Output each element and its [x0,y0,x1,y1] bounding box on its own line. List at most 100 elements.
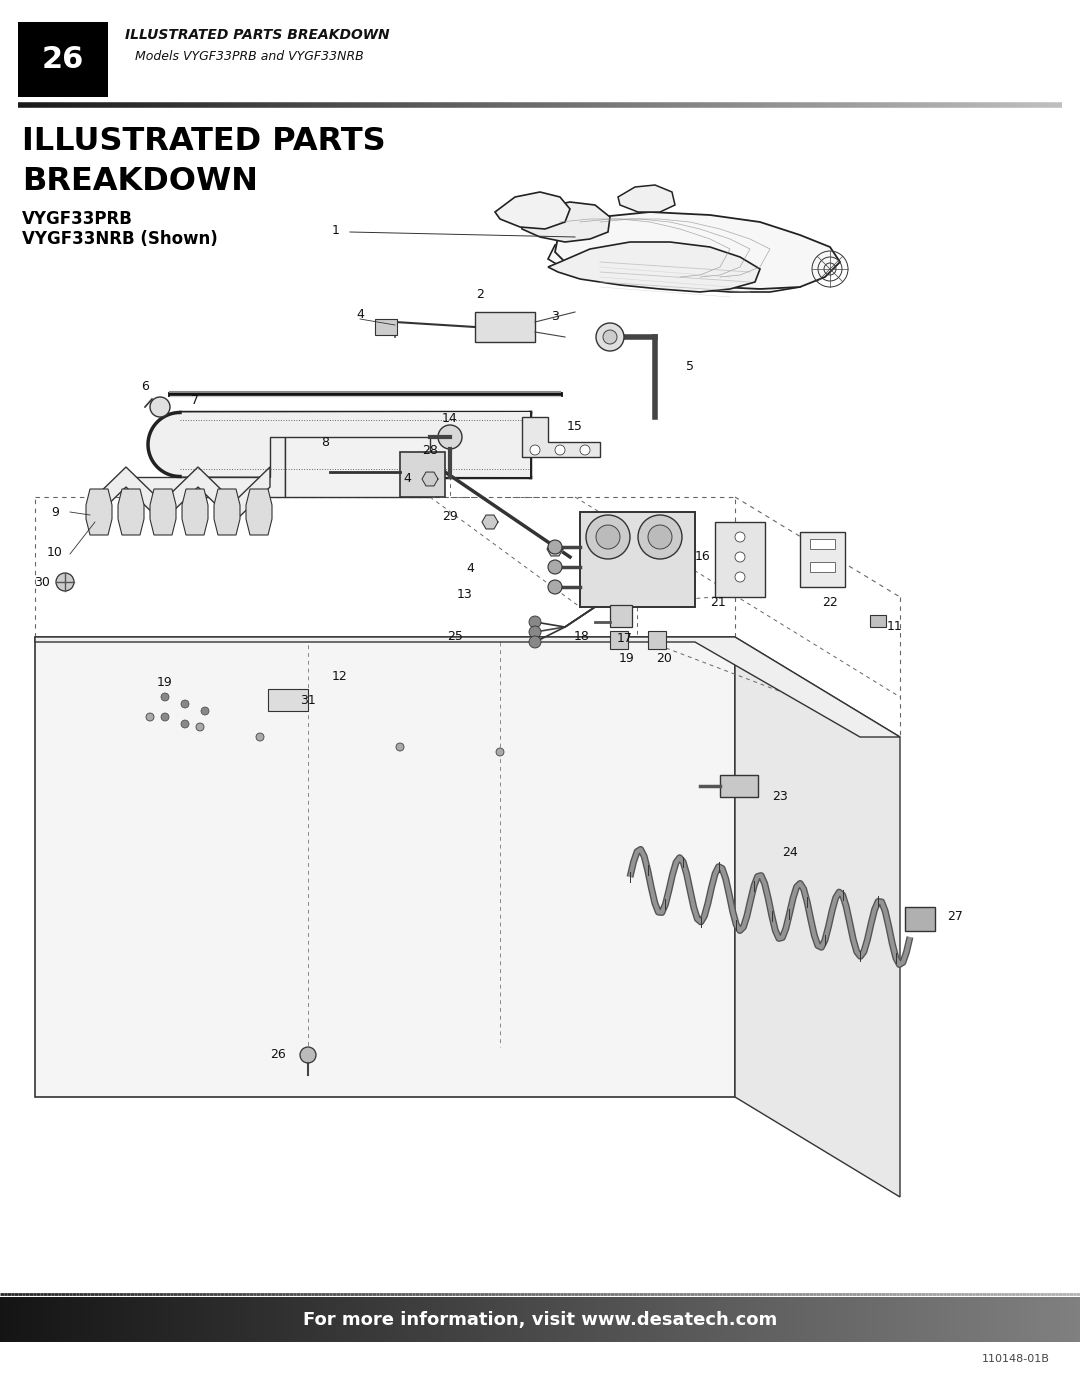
Polygon shape [214,489,240,535]
Circle shape [555,446,565,455]
Text: 2: 2 [476,289,484,302]
Text: 7: 7 [191,394,199,407]
Polygon shape [86,489,112,535]
Text: 27: 27 [947,911,963,923]
Polygon shape [555,212,840,289]
Circle shape [580,446,590,455]
Text: 26: 26 [42,46,84,74]
Circle shape [530,446,540,455]
Text: 10: 10 [48,545,63,559]
Bar [810,539,835,549]
Circle shape [596,525,620,549]
Polygon shape [150,489,176,535]
Text: 29: 29 [442,510,458,524]
Text: 4: 4 [467,563,474,576]
Polygon shape [285,437,430,497]
Text: 9: 9 [51,506,59,518]
Circle shape [161,712,168,721]
Text: 11: 11 [887,620,903,633]
Circle shape [735,532,745,542]
Text: 12: 12 [333,671,348,683]
Text: 26: 26 [270,1049,286,1062]
Bar [810,562,835,571]
Circle shape [201,707,210,715]
Bar [580,511,696,608]
Circle shape [146,712,154,721]
Polygon shape [148,412,530,476]
Circle shape [548,541,562,555]
Circle shape [195,724,204,731]
Bar [400,453,445,497]
Polygon shape [519,203,610,242]
Text: 25: 25 [447,630,463,644]
Circle shape [161,693,168,701]
Circle shape [735,552,745,562]
Bar [18,22,108,96]
Text: 4: 4 [356,309,364,321]
Polygon shape [482,515,498,529]
Text: VYGF33PRB: VYGF33PRB [22,210,133,228]
Polygon shape [35,637,900,738]
Circle shape [181,700,189,708]
Polygon shape [130,437,285,497]
Circle shape [56,573,75,591]
Bar [715,522,765,597]
Polygon shape [548,229,810,292]
Polygon shape [735,637,900,1197]
Circle shape [548,560,562,574]
Bar [800,532,845,587]
Bar [475,312,535,342]
Text: 4: 4 [403,472,410,486]
Circle shape [735,571,745,583]
Bar [905,907,935,930]
Circle shape [648,525,672,549]
Circle shape [638,515,681,559]
Polygon shape [118,489,144,535]
Polygon shape [546,542,563,556]
Circle shape [586,515,630,559]
Text: 16: 16 [696,550,711,563]
Text: 19: 19 [619,652,635,665]
Text: 1: 1 [333,224,340,236]
Text: Models VYGF33PRB and VYGF33NRB: Models VYGF33PRB and VYGF33NRB [135,50,364,63]
Text: 18: 18 [575,630,590,644]
Polygon shape [548,242,760,292]
Polygon shape [90,467,270,522]
Circle shape [496,747,504,756]
Text: 15: 15 [567,420,583,433]
Polygon shape [246,489,272,535]
Bar [268,689,308,711]
Text: BREAKDOWN: BREAKDOWN [22,166,258,197]
Bar [870,615,886,627]
Text: 20: 20 [656,652,672,665]
Text: 14: 14 [442,412,458,426]
Circle shape [529,616,541,629]
Text: 22: 22 [822,595,838,609]
Text: 24: 24 [782,845,798,859]
Text: 23: 23 [772,791,788,803]
Text: ILLUSTRATED PARTS BREAKDOWN: ILLUSTRATED PARTS BREAKDOWN [125,28,390,42]
Circle shape [529,636,541,648]
Polygon shape [522,416,600,457]
Text: 31: 31 [300,694,315,707]
Bar [720,775,758,798]
Circle shape [256,733,264,740]
Bar [375,319,397,335]
Circle shape [150,397,170,416]
Polygon shape [422,472,438,486]
Text: 6: 6 [141,380,149,394]
Polygon shape [495,191,570,229]
Circle shape [596,323,624,351]
Text: 21: 21 [711,595,726,609]
Polygon shape [183,489,208,535]
Text: VYGF33NRB (Shown): VYGF33NRB (Shown) [22,231,218,249]
Text: For more information, visit www.desatech.com: For more information, visit www.desatech… [302,1310,778,1329]
Polygon shape [618,184,675,212]
Text: 28: 28 [422,444,437,457]
Text: 19: 19 [157,676,173,690]
Circle shape [529,626,541,638]
Circle shape [396,743,404,752]
Bar [648,631,666,650]
Polygon shape [35,637,735,1097]
Text: 110148-01B: 110148-01B [982,1354,1050,1363]
